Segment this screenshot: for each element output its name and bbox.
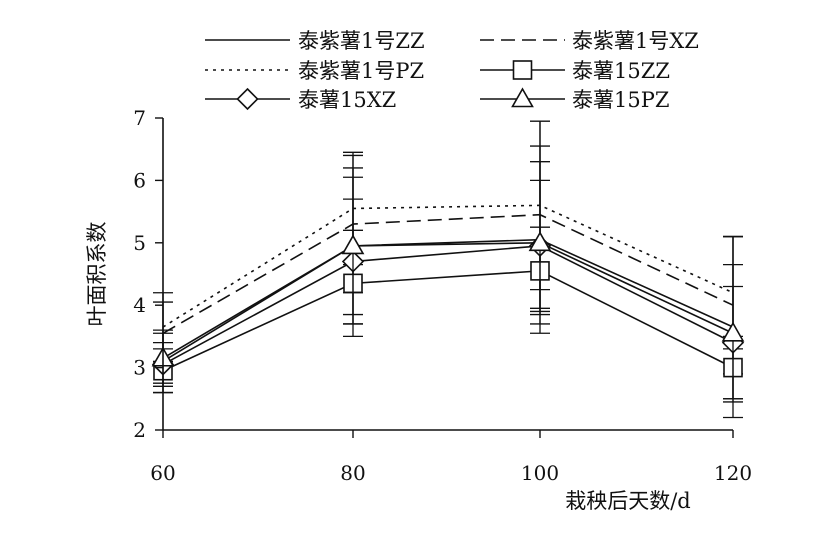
- legend-label: 泰紫薯1号ZZ: [298, 29, 425, 53]
- data-point-triangle: [528, 231, 552, 252]
- series-3: [153, 120, 743, 363]
- legend-marker-triangle: [511, 87, 534, 108]
- plot-area: [151, 120, 745, 419]
- y-tick-label: 7: [133, 106, 146, 130]
- series-line: [162, 241, 734, 359]
- x-axis-label: 栽秧后天数/d: [565, 489, 691, 513]
- series-line: [162, 270, 734, 372]
- x-tick-label: 100: [521, 461, 559, 485]
- legend-label: 泰薯15ZZ: [572, 59, 670, 83]
- x-tick-label: 120: [714, 461, 752, 485]
- legend: 泰紫薯1号ZZ 泰紫薯1号XZ 泰紫薯1号PZ 泰薯15ZZ 泰薯15XZ 泰薯15PZ: [205, 29, 699, 112]
- data-point-triangle: [341, 234, 365, 255]
- data-point-triangle: [721, 321, 745, 342]
- legend-label: 泰紫薯1号PZ: [298, 59, 424, 83]
- series-2: [153, 120, 743, 375]
- series-line: [162, 245, 734, 366]
- y-tick-label: 3: [133, 356, 146, 380]
- series-5: [151, 179, 745, 400]
- legend-item-4: 泰薯15ZZ: [480, 59, 670, 83]
- legend-item-2: 泰紫薯1号XZ: [480, 29, 699, 53]
- x-tick-label: 80: [340, 461, 365, 485]
- legend-marker-square: [512, 60, 533, 80]
- y-tick-label: 4: [133, 293, 146, 317]
- legend-item-5: 泰薯15XZ: [205, 87, 396, 112]
- legend-item-3: 泰紫薯1号PZ: [205, 59, 424, 83]
- legend-label: 泰紫薯1号XZ: [572, 29, 699, 53]
- series-6: [151, 161, 745, 403]
- legend-marker-diamond: [236, 87, 259, 111]
- legend-item-6: 泰薯15PZ: [480, 87, 669, 112]
- y-tick-label: 5: [133, 231, 146, 255]
- y-axis-label: 叶面积系数: [85, 222, 109, 327]
- axes: 2 3 4 5 6 7 60 80 100 120: [133, 106, 752, 485]
- legend-item-1: 泰紫薯1号ZZ: [205, 29, 425, 53]
- y-tick-label: 6: [133, 168, 146, 192]
- series-1: [153, 145, 743, 419]
- series-line: [162, 213, 734, 334]
- legend-label: 泰薯15PZ: [572, 88, 669, 112]
- series-line: [162, 238, 734, 363]
- y-tick-label: 2: [133, 418, 146, 442]
- x-tick-label: 60: [150, 461, 175, 485]
- legend-label: 泰薯15XZ: [298, 88, 396, 112]
